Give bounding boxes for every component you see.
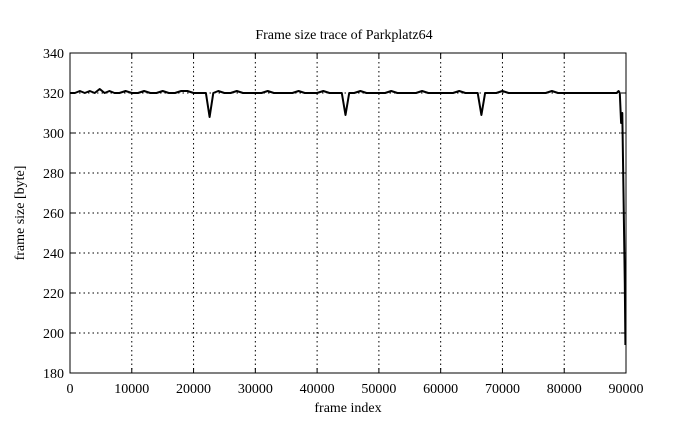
x-axis-tick-labels: 0 10000 20000 30000 40000 50000 60000 70000 8000… [67, 382, 644, 397]
x-tick-label: 0 [67, 382, 74, 397]
y-tick-label: 260 [43, 207, 64, 222]
y-tick-label: 180 [43, 367, 64, 382]
y-tick-label: 320 [43, 87, 64, 102]
y-tick-label: 240 [43, 247, 64, 262]
y-tick-label: 200 [43, 327, 64, 342]
x-tick-label: 20000 [176, 382, 211, 397]
x-tick-label: 60000 [423, 382, 458, 397]
x-tick-label: 70000 [485, 382, 520, 397]
y-tick-label: 340 [43, 47, 64, 62]
series-line [70, 88, 627, 346]
y-axis-tick-labels: 180 200 220 240 260 280 300 320 340 [43, 47, 64, 382]
chart-title: Frame size trace of Parkplatz64 [255, 28, 432, 43]
series-layer [70, 88, 627, 346]
x-tick-label: 30000 [238, 382, 273, 397]
x-axis-label: frame index [314, 401, 381, 416]
x-tick-label: 90000 [609, 382, 644, 397]
y-axis-label: frame size [byte] [13, 166, 28, 261]
y-tick-label: 220 [43, 287, 64, 302]
grid [70, 53, 626, 373]
y-tick-label: 300 [43, 127, 64, 142]
y-tick-label: 280 [43, 167, 64, 182]
x-tick-label: 40000 [300, 382, 335, 397]
x-tick-label: 50000 [361, 382, 396, 397]
x-tick-label: 80000 [547, 382, 582, 397]
x-tick-label: 10000 [114, 382, 149, 397]
